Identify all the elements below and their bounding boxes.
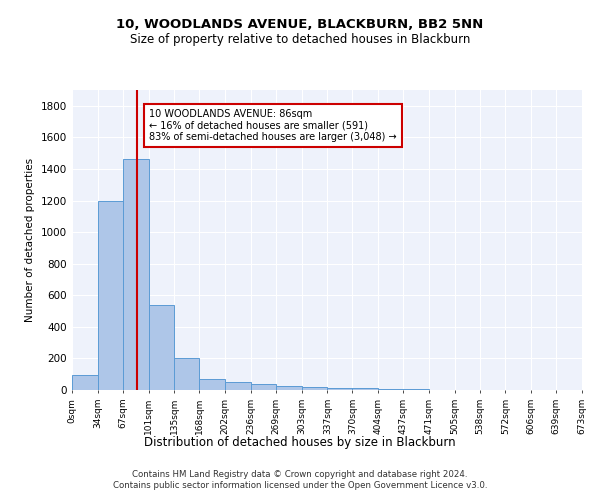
Bar [276, 386, 302, 390]
Bar [352, 388, 378, 390]
Bar [378, 388, 403, 390]
Text: Contains public sector information licensed under the Open Government Licence v3: Contains public sector information licen… [113, 481, 487, 490]
Text: 10, WOODLANDS AVENUE, BLACKBURN, BB2 5NN: 10, WOODLANDS AVENUE, BLACKBURN, BB2 5NN [116, 18, 484, 30]
Text: Distribution of detached houses by size in Blackburn: Distribution of detached houses by size … [144, 436, 456, 449]
Bar [199, 379, 225, 390]
Bar [302, 386, 328, 390]
Bar [251, 384, 276, 390]
Bar [123, 160, 149, 390]
Text: Contains HM Land Registry data © Crown copyright and database right 2024.: Contains HM Land Registry data © Crown c… [132, 470, 468, 479]
Text: 10 WOODLANDS AVENUE: 86sqm
← 16% of detached houses are smaller (591)
83% of sem: 10 WOODLANDS AVENUE: 86sqm ← 16% of deta… [149, 109, 397, 142]
Bar [225, 382, 251, 390]
Y-axis label: Number of detached properties: Number of detached properties [25, 158, 35, 322]
Bar [149, 304, 175, 390]
Bar [328, 388, 352, 390]
Bar [72, 375, 98, 390]
Text: Size of property relative to detached houses in Blackburn: Size of property relative to detached ho… [130, 32, 470, 46]
Bar [403, 389, 429, 390]
Bar [175, 358, 199, 390]
Bar [98, 200, 123, 390]
